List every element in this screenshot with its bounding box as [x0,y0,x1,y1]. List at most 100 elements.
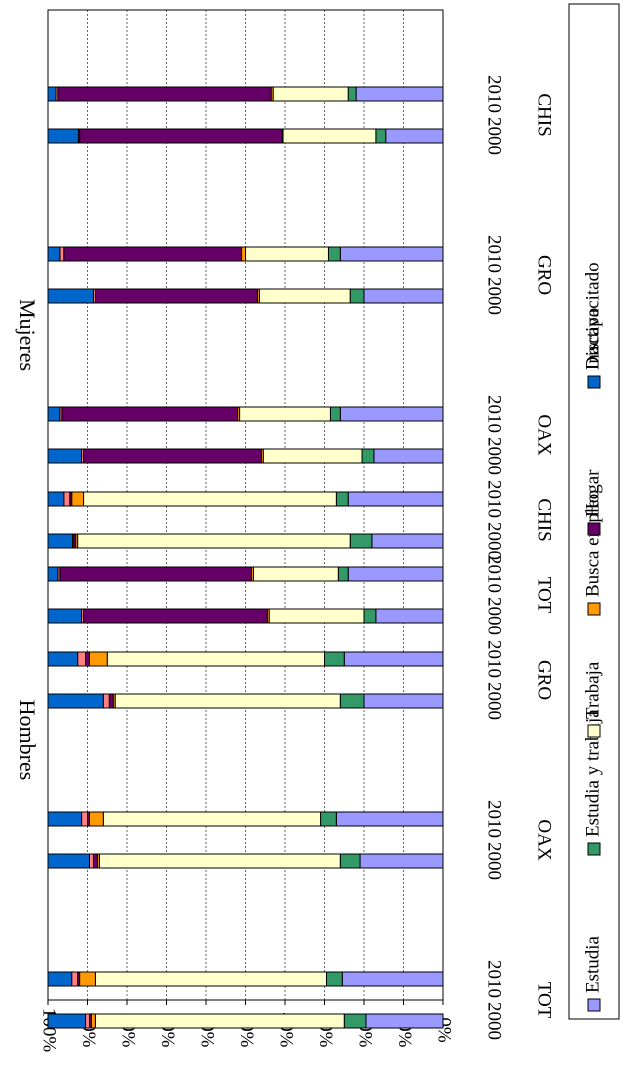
bar-segment [47,406,61,422]
bar-segment [81,811,88,827]
legend-label: Trabaja [582,661,603,719]
bar-segment [83,491,337,507]
category-label: TOT [534,982,555,1019]
bar-segment [239,406,331,422]
bar-segment [85,1013,90,1029]
year-label: 2000 [484,597,505,635]
year-label: 2000 [484,682,505,720]
year-label: 2010 [484,235,505,273]
legend-swatch [587,522,601,536]
bar-segment [385,128,444,144]
bar-segment [77,651,87,667]
year-label: 2010 [484,75,505,113]
bar-segment [47,288,94,304]
bar-segment [245,246,329,262]
bar-segment [77,533,351,549]
bar-segment [47,533,73,549]
bar-segment [47,246,61,262]
category-label: CHIS [534,498,555,541]
bar-segment [88,853,94,869]
bar-segment [371,533,444,549]
bar-segment [363,288,444,304]
legend-swatch [587,724,601,738]
legend-label: Discapacitado [582,262,603,370]
bar-segment [343,1013,367,1029]
bar-segment [349,533,373,549]
year-label: 2000 [484,1002,505,1040]
bar-segment [63,246,243,262]
category-label: GRO [534,660,555,700]
bar-segment [363,608,377,624]
legend-swatch [587,602,601,616]
year-label: 2000 [484,277,505,315]
bar-segment [94,288,258,304]
bar-segment [268,608,365,624]
bar-segment [79,971,96,987]
bar-segment [98,853,341,869]
bar-segment [79,128,283,144]
year-label: 2010 [484,555,505,593]
bar-segment [47,971,73,987]
bar-segment [365,1013,444,1029]
group-label: Mujeres [15,299,40,371]
bar-segment [339,853,361,869]
legend-label: Busca empleo [582,490,603,597]
group-label: Hombres [15,700,40,781]
bar-segment [363,693,444,709]
bar-segment [94,1013,345,1029]
legend-swatch [587,842,601,856]
bar-segment [47,651,79,667]
bar-segment [375,608,444,624]
bar-segment [262,448,363,464]
category-label: CHIS [534,93,555,136]
year-label: 2010 [484,640,505,678]
bar-segment [252,566,339,582]
category-label: TOT [534,577,555,614]
bar-segment [59,566,252,582]
bar-segment [335,811,444,827]
bar-segment [88,651,108,667]
bar-segment [47,491,65,507]
bar-segment [349,288,365,304]
bar-segment [327,246,341,262]
legend-label: Estudia [582,935,603,993]
legend-label: Inactivo [582,308,603,370]
bar-segment [373,448,444,464]
bar-segment [114,693,341,709]
category-label: GRO [534,255,555,295]
bar-segment [47,128,79,144]
bar-segment [57,86,272,102]
bar-segment [337,566,349,582]
bar-segment [83,448,262,464]
bar-segment [108,693,114,709]
bar-segment [61,406,239,422]
legend-label: Estudia y trabaja [582,709,603,837]
bar-segment [359,853,444,869]
legend-swatch [587,998,601,1012]
bar-segment [339,406,444,422]
bar-segment [47,1013,87,1029]
bar-segment [94,971,327,987]
bar-segment [325,971,343,987]
bar-segment [341,971,444,987]
category-label: OAX [534,414,555,455]
bar-segment [85,651,90,667]
bar-segment [329,406,341,422]
bar-segment [88,811,104,827]
bar-segment [347,86,357,102]
year-label: 2010 [484,960,505,998]
bar-segment [71,971,79,987]
bar-segment [47,811,83,827]
bar-segment [47,693,104,709]
bar-segment [59,246,65,262]
bar-segment [241,246,247,262]
year-label: 2010 [484,480,505,518]
legend-swatch [587,375,601,389]
bar-segment [320,811,337,827]
year-label: 2000 [484,522,505,560]
bar-segment [339,693,365,709]
bar-segment [324,651,345,667]
bar-segment [347,566,444,582]
